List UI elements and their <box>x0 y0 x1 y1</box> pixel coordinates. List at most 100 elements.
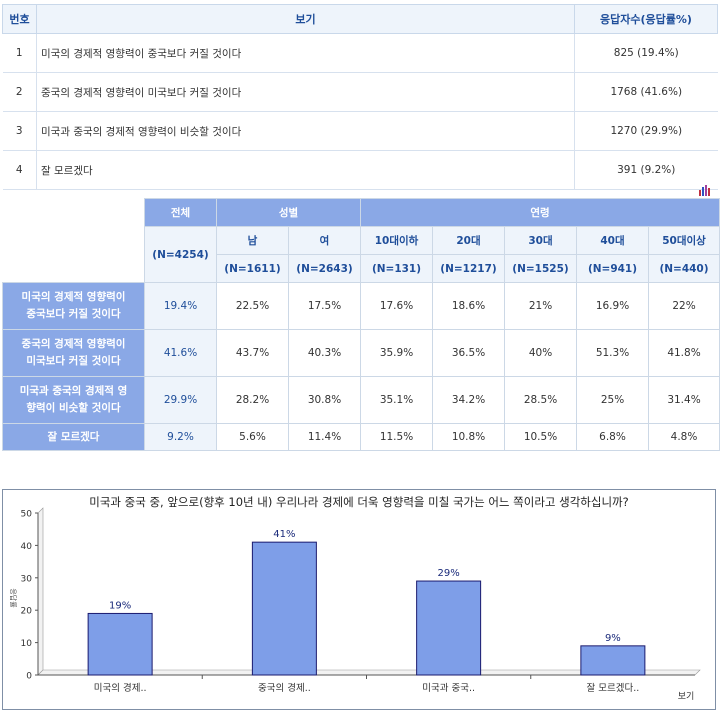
cell-value: 4.8% <box>648 423 720 451</box>
cell-value: 22.5% <box>216 282 289 330</box>
cell-value: 6.8% <box>576 423 649 451</box>
row-label: 잘 모르겠다 <box>2 423 145 451</box>
chart-icon[interactable] <box>698 184 712 196</box>
total-n: (N=4254) <box>144 226 217 283</box>
option-text: 미국과 중국의 경제적 영향력이 비슷할 것이다 <box>36 111 575 151</box>
cell-value: 17.6% <box>360 282 433 330</box>
y-tick-label: 10 <box>21 639 33 649</box>
cell-value: 41.8% <box>648 329 720 377</box>
responses-table-header: 번호 보기 응답자수(응답률%) <box>2 4 718 34</box>
group-label: 여 <box>288 226 361 255</box>
cell-value: 5.6% <box>216 423 289 451</box>
cell-value: 35.1% <box>360 376 433 424</box>
total-value: 29.9% <box>144 376 217 424</box>
x-tick-label: 중국의 경제.. <box>258 682 311 694</box>
bar-value-label: 29% <box>438 568 460 579</box>
header-no: 번호 <box>2 4 37 34</box>
x-tick-label: 잘 모르겠다.. <box>586 682 639 694</box>
x-tick-label: 미국과 중국.. <box>422 683 475 694</box>
cell-value: 36.5% <box>432 329 505 377</box>
cell-value: 31.4% <box>648 376 720 424</box>
responses-table: 번호 보기 응답자수(응답률%) 1 미국의 경제적 영향력이 중국보다 커질 것… <box>2 4 718 190</box>
row-number: 1 <box>2 33 37 73</box>
option-text: 잘 모르겠다 <box>36 150 575 190</box>
group-n: (N=1525) <box>504 254 577 283</box>
group-label: 20대 <box>432 226 505 255</box>
option-text: 미국의 경제적 영향력이 중국보다 커질 것이다 <box>36 33 575 73</box>
group-label: 40대 <box>576 226 649 255</box>
cell-value: 40% <box>504 329 577 377</box>
group-n: (N=2643) <box>288 254 361 283</box>
cell-value: 28.5% <box>504 376 577 424</box>
cell-value: 28.2% <box>216 376 289 424</box>
cell-value: 40.3% <box>288 329 361 377</box>
header-responses: 응답자수(응답률%) <box>574 4 718 34</box>
y-axis-wall <box>37 507 44 676</box>
group-n: (N=131) <box>360 254 433 283</box>
table-row: 1 미국의 경제적 영향력이 중국보다 커질 것이다 825 (19.4%) <box>2 33 718 73</box>
response-count: 1270 (29.9%) <box>574 111 718 151</box>
cell-value: 34.2% <box>432 376 505 424</box>
cell-value: 25% <box>576 376 649 424</box>
crosstab-row: 잘 모르겠다 9.2% 5.6% 11.4% 11.5% 10.8% 10.5% 6.8% 4.… <box>2 423 720 451</box>
y-axis-label: 응답률 <box>9 588 18 608</box>
group-label: 50대이상 <box>648 226 720 255</box>
bar-chart: 미국과 중국 중, 앞으로(향후 10년 내) 우리나라 경제에 더욱 영향력을… <box>2 489 716 710</box>
table-row: 2 중국의 경제적 영향력이 미국보다 커질 것이다 1768 (41.6%) <box>2 72 718 112</box>
total-value: 9.2% <box>144 423 217 451</box>
header-age: 연령 <box>360 198 720 227</box>
y-tick-label: 20 <box>21 607 33 617</box>
table-row: 3 미국과 중국의 경제적 영향력이 비슷할 것이다 1270 (29.9%) <box>2 111 718 151</box>
bar <box>580 645 646 676</box>
bar-value-label: 41% <box>273 529 295 540</box>
row-number: 4 <box>2 150 37 190</box>
crosstab-corner <box>2 198 145 283</box>
option-text: 중국의 경제적 영향력이 미국보다 커질 것이다 <box>36 72 575 112</box>
row-number: 3 <box>2 111 37 151</box>
crosstab-row: 중국의 경제적 영향력이 미국보다 커질 것이다 41.6% 43.7% 40.3% 35… <box>2 329 720 377</box>
response-count: 1768 (41.6%) <box>574 72 718 112</box>
row-label-line: 미국의 경제적 영향력이 <box>21 291 126 303</box>
x-axis-label: 보기 <box>678 691 695 702</box>
x-tick-label: 미국의 경제.. <box>94 682 147 694</box>
group-label: 남 <box>216 226 289 255</box>
row-label-line: 중국보다 커질 것이다 <box>26 308 121 320</box>
row-number: 2 <box>2 72 37 112</box>
group-n: (N=941) <box>576 254 649 283</box>
bar-chart-svg: 미국과 중국 중, 앞으로(향후 10년 내) 우리나라 경제에 더욱 영향력을… <box>9 495 701 702</box>
y-tick-label: 50 <box>21 510 33 520</box>
row-label-line: 미국보다 커질 것이다 <box>26 355 121 367</box>
cell-value: 11.5% <box>360 423 433 451</box>
group-label: 30대 <box>504 226 577 255</box>
chart-title: 미국과 중국 중, 앞으로(향후 10년 내) 우리나라 경제에 더욱 영향력을… <box>89 495 628 509</box>
crosstab-row: 미국과 중국의 경제적 영 향력이 비슷할 것이다 29.9% 28.2% 30.8% 3… <box>2 376 720 424</box>
group-label: 10대이하 <box>360 226 433 255</box>
cell-value: 10.8% <box>432 423 505 451</box>
crosstab-row: 미국의 경제적 영향력이 중국보다 커질 것이다 19.4% 22.5% 17.5% 17… <box>2 282 720 330</box>
group-n: (N=1611) <box>216 254 289 283</box>
cell-value: 11.4% <box>288 423 361 451</box>
header-total: 전체 <box>144 198 217 227</box>
bar-value-label: 9% <box>605 633 621 644</box>
row-label-line: 잘 모르겠다 <box>47 430 100 443</box>
response-count: 825 (19.4%) <box>574 33 718 73</box>
bar <box>87 612 153 676</box>
row-label-line: 중국의 경제적 영향력이 <box>21 338 126 350</box>
cell-value: 35.9% <box>360 329 433 377</box>
cell-value: 30.8% <box>288 376 361 424</box>
total-value: 19.4% <box>144 282 217 330</box>
y-tick-label: 40 <box>21 542 33 552</box>
row-label-line: 미국과 중국의 경제적 영 <box>19 385 128 397</box>
crosstab-table: 전체 성별 연령 (N=4254) 남 여 10대이하 20대 30대 40대 50대이상 … <box>2 198 720 451</box>
row-label-line: 향력이 비슷할 것이다 <box>26 402 121 414</box>
y-tick-label: 30 <box>21 574 33 584</box>
cell-value: 18.6% <box>432 282 505 330</box>
cell-value: 22% <box>648 282 720 330</box>
cell-value: 17.5% <box>288 282 361 330</box>
cell-value: 10.5% <box>504 423 577 451</box>
y-tick-label: 0 <box>26 672 32 682</box>
